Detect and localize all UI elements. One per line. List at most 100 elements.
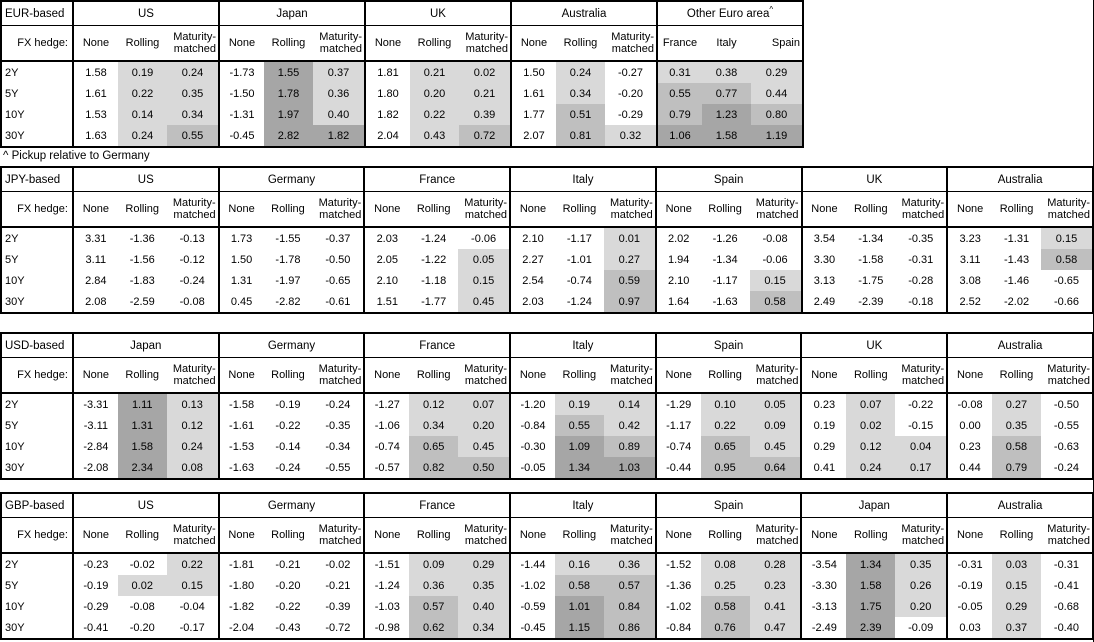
data-cell: -0.24 — [325, 398, 351, 411]
data-cell: 0.13 — [166, 393, 219, 415]
data-cell: 0.58 — [700, 596, 750, 617]
subheader-none: None — [363, 357, 410, 394]
data-cell: -0.21 — [275, 558, 301, 571]
row-label: 5Y — [1, 415, 74, 436]
data-cell: 0.29 — [458, 553, 511, 575]
data-cell: 0.40 — [313, 104, 365, 125]
jpy-based-table-slot: JPY-based US Germany France Italy Spain UK Aust… — [0, 166, 1094, 314]
subheader-maturity-matched: Maturity-matched — [458, 517, 511, 554]
data-cell: -0.22 — [275, 419, 301, 432]
data-cell: 2.03 — [363, 227, 410, 249]
data-cell: 0.09 — [749, 415, 802, 436]
data-cell: 0.10 — [700, 393, 750, 415]
data-cell: -0.21 — [325, 579, 351, 592]
table-row-30y: 30Y -0.41 -0.20 -0.17 -2.04 -0.43 -0.72 -0.98 0.… — [1, 617, 1093, 639]
data-cell: 3.08 — [946, 270, 993, 291]
data-cell: 0.23 — [946, 436, 993, 457]
data-cell: 0.12 — [846, 436, 896, 457]
spacer — [0, 480, 1094, 492]
subheader-none: None — [654, 357, 701, 394]
data-cell: 1.51 — [363, 291, 410, 313]
fx-hedge-label: FX hedge: — [1, 357, 74, 394]
data-cell: -1.06 — [363, 415, 410, 436]
data-cell: 0.36 — [603, 553, 656, 575]
data-cell: 0.84 — [603, 596, 656, 617]
data-cell: 2.27 — [509, 249, 555, 270]
data-cell: -0.08 — [946, 393, 993, 415]
country-header-us: US — [71, 493, 219, 518]
data-cell: -1.63 — [712, 295, 738, 308]
data-cell: 1.31 — [217, 270, 264, 291]
data-cell: 3.30 — [800, 249, 847, 270]
data-cell: 0.22 — [410, 104, 459, 125]
data-cell: 0.51 — [556, 104, 605, 125]
data-cell: 1.82 — [364, 104, 410, 125]
data-cell: -1.27 — [363, 393, 410, 415]
data-cell: 0.76 — [700, 617, 750, 639]
data-cell: 0.45 — [458, 436, 511, 457]
data-cell: 0.26 — [895, 575, 948, 596]
data-cell: 0.36 — [313, 83, 365, 104]
data-cell: -1.44 — [509, 553, 555, 575]
data-cell: -1.81 — [217, 553, 264, 575]
data-cell: 0.65 — [700, 436, 750, 457]
subheader-rolling: Rolling — [556, 25, 605, 62]
data-cell: -1.24 — [566, 295, 592, 308]
data-cell: 0.22 — [166, 553, 219, 575]
data-cell: 2.04 — [364, 125, 410, 147]
subheader-rolling: Rolling — [409, 191, 459, 228]
data-cell: 1.11 — [117, 393, 167, 415]
data-cell: -0.22 — [908, 398, 934, 411]
subheader-rolling: Rolling — [700, 517, 750, 554]
subheader-maturity-matched: Maturity-matched — [313, 25, 365, 62]
data-cell: 0.15 — [992, 575, 1041, 596]
table-row-5y: 5Y -3.11 1.31 0.12 -1.61 -0.22 -0.35 -1.06 0.34 0… — [1, 415, 1093, 436]
data-cell: -0.45 — [218, 125, 264, 147]
subheader-none: None — [218, 25, 264, 62]
data-cell: 0.35 — [167, 83, 219, 104]
country-header-spain: Spain — [654, 167, 802, 192]
data-cell: -1.17 — [566, 232, 592, 245]
data-cell: 0.28 — [749, 553, 802, 575]
subheader-maturity-matched: Maturity-matched — [605, 25, 657, 62]
data-cell: 0.39 — [459, 104, 511, 125]
country-header-uk: UK — [364, 1, 511, 26]
data-cell: 0.72 — [459, 125, 511, 147]
country-header-italy: Italy — [509, 167, 656, 192]
table-label: GBP-based — [1, 493, 74, 518]
table-gbp-based: GBP-based US Germany France Italy Spain Japan A… — [0, 492, 1094, 640]
data-cell: 1.50 — [510, 61, 556, 83]
row-label: 2Y — [1, 227, 74, 249]
data-cell: 0.38 — [702, 61, 751, 83]
data-cell: 0.29 — [751, 61, 803, 83]
subheader-none: None — [217, 191, 264, 228]
data-cell: -2.02 — [1004, 295, 1030, 308]
data-cell: 0.35 — [992, 415, 1041, 436]
data-cell: 0.23 — [749, 575, 802, 596]
subheader-rolling: Rolling — [700, 191, 750, 228]
data-cell: -0.63 — [1053, 440, 1079, 453]
data-cell: -0.31 — [908, 253, 934, 266]
country-header-france: France — [363, 333, 511, 358]
data-cell: -1.50 — [218, 83, 264, 104]
subheader-maturity-matched: Maturity-matched — [312, 191, 365, 228]
data-cell: -0.04 — [179, 600, 205, 613]
data-cell: -0.74 — [363, 436, 410, 457]
data-cell: 0.42 — [603, 415, 656, 436]
subheader-italy: Italy — [702, 25, 751, 62]
data-cell: -0.24 — [1053, 461, 1079, 474]
row-label: 10Y — [1, 436, 74, 457]
data-cell: 0.45 — [217, 291, 264, 313]
data-cell: 2.03 — [509, 291, 555, 313]
data-cell: -3.31 — [71, 393, 118, 415]
data-cell: -0.09 — [908, 621, 934, 634]
data-cell: 0.58 — [749, 291, 802, 313]
data-cell: -0.13 — [179, 232, 205, 245]
data-cell: -1.83 — [129, 274, 155, 287]
data-cell: 0.59 — [603, 270, 656, 291]
data-cell: 1.77 — [510, 104, 556, 125]
data-cell: -1.02 — [654, 596, 701, 617]
subheader-maturity-matched: Maturity-matched — [749, 357, 802, 394]
data-cell: -0.84 — [654, 617, 701, 639]
